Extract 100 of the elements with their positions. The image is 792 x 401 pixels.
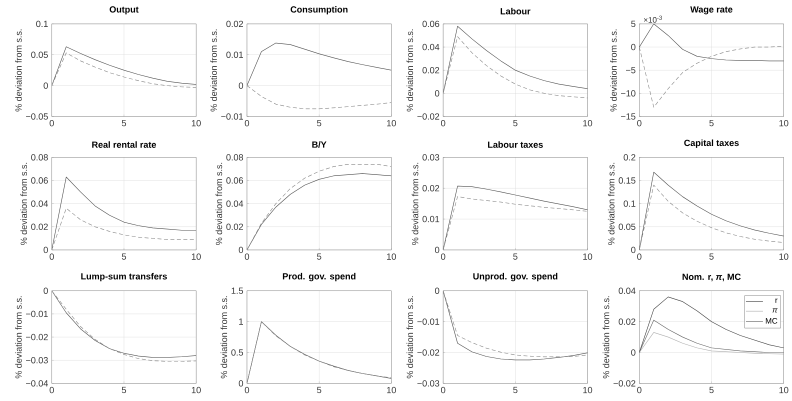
y-tick-label: 0.1 (624, 200, 636, 207)
x-tick-label: 0 (244, 386, 250, 394)
chart-title: Output (110, 6, 139, 14)
chart-title: Prod. gov. spend (282, 272, 356, 282)
x-tick-label: 0 (637, 120, 642, 126)
y-tick-label: 0 (44, 82, 48, 89)
x-tick-label: 10 (779, 120, 788, 126)
y-tick-label: 0 (238, 246, 244, 253)
y-tick-label: −0.03 (26, 356, 48, 364)
x-tick-label: 5 (317, 386, 322, 394)
x-tick-label: 10 (583, 386, 592, 394)
x-tick-label: 0 (637, 386, 642, 394)
y-axis-title: % deviation from s.s. (210, 29, 217, 112)
x-tick-label: 5 (122, 386, 126, 394)
y-tick-label: −0.02 (417, 349, 440, 356)
y-tick-label: −0.05 (26, 113, 48, 120)
x-tick-label: 10 (583, 253, 592, 260)
line-series (639, 24, 784, 62)
x-tick-label: 0 (440, 386, 446, 394)
line-series (52, 52, 196, 88)
y-tick-label: 0.05 (31, 51, 48, 58)
y-tick-label: −15 (621, 113, 636, 120)
x-tick-label: 10 (387, 386, 396, 394)
x-tick-label: 0 (637, 253, 642, 260)
y-tick-label: −0.01 (26, 310, 48, 317)
chart-title: Nom. r, π, MC (682, 273, 741, 282)
x-tick-label: 10 (779, 386, 788, 394)
x-tick-label: 10 (779, 253, 788, 260)
y-tick-label: −5 (626, 66, 636, 74)
x-tick-label: 5 (709, 120, 714, 126)
y-tick-label: 0.08 (226, 154, 244, 160)
x-tick-label: 0 (244, 120, 250, 126)
x-tick-label: 10 (387, 253, 396, 260)
y-tick-label: 0.06 (31, 177, 48, 184)
x-tick-label: 0 (50, 386, 54, 394)
y-tick-label: 0 (44, 287, 48, 294)
x-tick-label: 10 (192, 120, 201, 126)
y-tick-label: −0.02 (417, 113, 440, 120)
y-tick-label: 0 (631, 246, 636, 253)
y-tick-label: 0.04 (226, 200, 244, 207)
y-axis-title: % deviation from s.s. (20, 162, 27, 245)
y-tick-label: 0.05 (618, 223, 636, 230)
y-tick-label: 0.04 (422, 44, 440, 50)
x-tick-label: 0 (244, 253, 250, 260)
y-tick-label: −0.04 (26, 380, 48, 386)
y-tick-label: 0.02 (618, 318, 636, 325)
y-axis-title: % deviation from s.s. (610, 29, 617, 112)
y-tick-label: 0 (631, 44, 636, 50)
x-tick-label: 0 (440, 253, 446, 260)
y-tick-label: 0.5 (231, 349, 244, 356)
x-tick-label: 5 (317, 120, 322, 126)
y-tick-label: −0.01 (221, 113, 244, 120)
x-tick-label: 10 (583, 120, 592, 126)
y-tick-label: 0.2 (624, 154, 636, 160)
x-tick-label: 5 (317, 253, 322, 260)
y-tick-label: 0 (44, 246, 48, 253)
chart-title: Wage rate (690, 6, 732, 14)
y-tick-label: 0.15 (618, 177, 636, 184)
y-axis-title: % deviation from s.s. (602, 296, 610, 378)
y-tick-label: 0.02 (422, 66, 440, 74)
chart-title: Unprod. gov. spend (473, 272, 558, 282)
y-tick-label: 0.04 (618, 287, 636, 294)
y-tick-label: 0.02 (422, 184, 440, 192)
chart-title: Labour taxes (488, 141, 543, 148)
y-tick-label: 0.04 (31, 200, 48, 207)
y-axis-title: % deviation from s.s. (15, 29, 22, 112)
y-tick-label: 0 (631, 349, 636, 356)
y-tick-label: 0.02 (226, 20, 243, 27)
chart-title: Consumption (290, 6, 348, 14)
y-tick-label: 1.5 (232, 287, 244, 294)
y-tick-label: −0.02 (614, 380, 636, 386)
y-axis-title: % deviation from s.s. (15, 296, 22, 378)
y-tick-label: 0 (434, 90, 440, 96)
y-tick-label: −0.02 (26, 334, 48, 340)
y-tick-label: 0.08 (31, 154, 48, 160)
y-tick-label: 0.01 (226, 51, 244, 58)
x-tick-label: 5 (513, 120, 518, 126)
y-tick-label: 0.01 (422, 216, 440, 222)
x-tick-label: 5 (122, 120, 126, 126)
x-tick-label: 5 (709, 386, 714, 394)
x-tick-label: 0 (50, 253, 54, 260)
y-tick-label: 0.06 (422, 20, 440, 27)
y-tick-label: 0.02 (31, 223, 48, 230)
y-axis-title: % deviation from s.s. (608, 162, 615, 245)
y-tick-label: 0 (434, 287, 440, 294)
x-tick-label: 5 (513, 386, 518, 394)
line-series (52, 46, 196, 86)
y-tick-label: 0.1 (36, 20, 48, 27)
y-tick-label: −0.01 (417, 318, 440, 325)
y-axis-title: % deviation from s.s. (412, 162, 418, 245)
y-axis-title: % deviation from s.s. (406, 296, 414, 378)
y-tick-label: 0 (238, 82, 244, 89)
chart-title: Lump-sum transfers (81, 272, 167, 282)
y-tick-label: 0 (238, 380, 244, 386)
y-tick-label: −10 (621, 90, 636, 96)
y-tick-label: 0 (434, 246, 440, 253)
x-tick-label: 0 (440, 120, 446, 126)
x-tick-label: 10 (192, 253, 201, 260)
chart-title: B/Y (312, 141, 326, 148)
line-series (639, 332, 784, 354)
